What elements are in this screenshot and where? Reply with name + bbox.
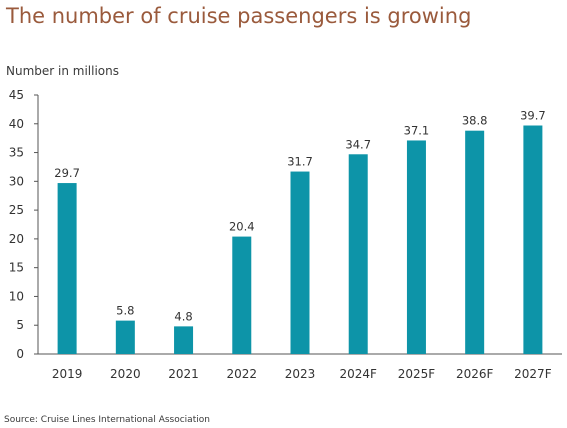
y-tick-label: 40 bbox=[9, 117, 24, 131]
data-label: 4.8 bbox=[174, 309, 192, 323]
x-axis-ticks: 2019 2020 2021 2022 2023 2024F 2025F 2026F 2027F bbox=[52, 367, 552, 381]
y-axis-ticks: 0 5 10 15 20 25 30 35 40 45 bbox=[9, 88, 38, 361]
bar-2021 bbox=[174, 326, 194, 354]
x-tick-label: 2025F bbox=[398, 367, 436, 381]
bar-2019 bbox=[57, 183, 77, 354]
x-tick-label: 2022 bbox=[227, 367, 258, 381]
data-label: 34.7 bbox=[345, 137, 371, 151]
x-tick-label: 2023 bbox=[285, 367, 316, 381]
chart-title: The number of cruise passengers is growi… bbox=[6, 4, 472, 28]
x-tick-label: 2024F bbox=[339, 367, 377, 381]
bar-2022 bbox=[232, 236, 252, 354]
bar-2026f bbox=[465, 130, 485, 354]
data-label: 5.8 bbox=[116, 304, 134, 318]
data-label: 37.1 bbox=[404, 123, 430, 137]
data-label: 20.4 bbox=[229, 220, 255, 234]
y-tick-label: 10 bbox=[9, 289, 24, 303]
bar-2020 bbox=[115, 320, 135, 354]
y-tick-label: 30 bbox=[9, 174, 24, 188]
data-label: 31.7 bbox=[287, 155, 313, 169]
x-tick-label: 2021 bbox=[168, 367, 199, 381]
data-label: 29.7 bbox=[54, 166, 80, 180]
y-tick-label: 35 bbox=[9, 146, 24, 160]
y-axis-label: Number in millions bbox=[6, 64, 119, 78]
x-tick-label: 2020 bbox=[110, 367, 141, 381]
data-label: 39.7 bbox=[520, 109, 546, 123]
y-tick-label: 0 bbox=[16, 347, 24, 361]
bar-2024f bbox=[348, 154, 368, 354]
bar-2023 bbox=[290, 171, 310, 354]
x-tick-label: 2027F bbox=[514, 367, 552, 381]
x-tick-label: 2026F bbox=[456, 367, 494, 381]
data-label: 38.8 bbox=[462, 114, 488, 128]
y-tick-label: 20 bbox=[9, 232, 24, 246]
bar-2027f bbox=[523, 125, 543, 354]
bar-2025f bbox=[406, 140, 426, 354]
bars: 29.7 5.8 4.8 20.4 31.7 34.7 37.1 38.8 39.7 bbox=[54, 109, 546, 354]
y-tick-label: 15 bbox=[9, 261, 24, 275]
y-tick-label: 45 bbox=[9, 88, 24, 102]
x-tick-label: 2019 bbox=[52, 367, 83, 381]
y-tick-label: 25 bbox=[9, 203, 24, 217]
source-note: Source: Cruise Lines International Assoc… bbox=[4, 415, 210, 425]
y-tick-label: 5 bbox=[16, 318, 24, 332]
